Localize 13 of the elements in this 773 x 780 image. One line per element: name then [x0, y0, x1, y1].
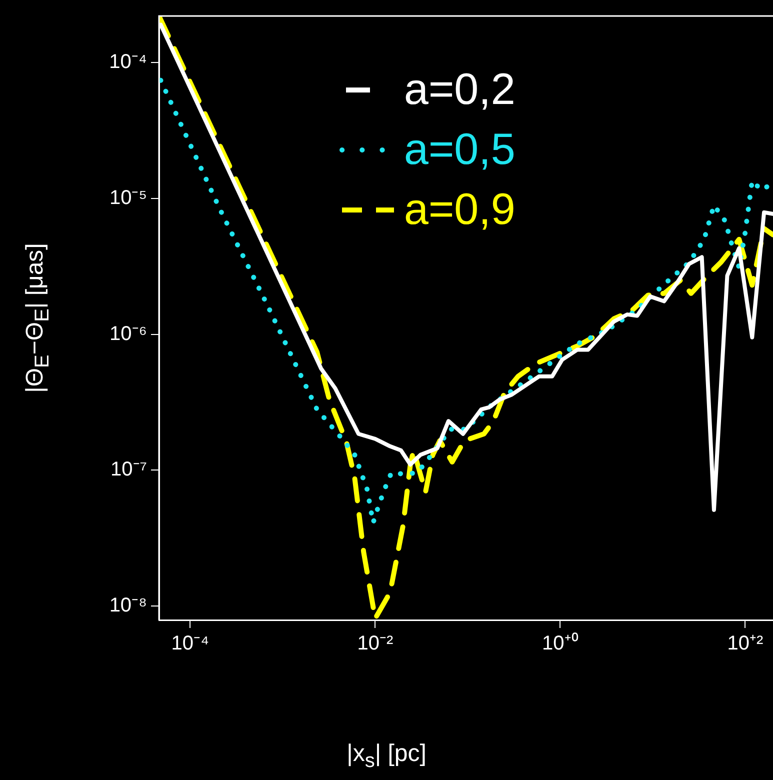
legend-label: a=0,9	[404, 184, 516, 236]
y-tick-label: 10⁻⁶	[110, 322, 147, 345]
y-tick-label: 10⁻⁸	[109, 594, 147, 617]
legend-label: a=0,5	[404, 124, 516, 176]
x-tick-label: 10⁻⁴	[171, 632, 210, 655]
legend-label: a=0,2	[404, 64, 516, 116]
y-tick-label: 10⁻⁵	[109, 186, 147, 209]
x-tick-label: 10⁺⁰	[542, 632, 578, 655]
x-tick-label: 10⁺²	[727, 632, 764, 655]
x-tick-label: 10⁻²	[357, 632, 394, 655]
y-tick-label: 10⁻⁷	[110, 458, 147, 481]
y-tick-label: 10⁻⁴	[109, 51, 147, 74]
x-axis-title: |x$_{s}$| [pc]	[346, 740, 428, 773]
